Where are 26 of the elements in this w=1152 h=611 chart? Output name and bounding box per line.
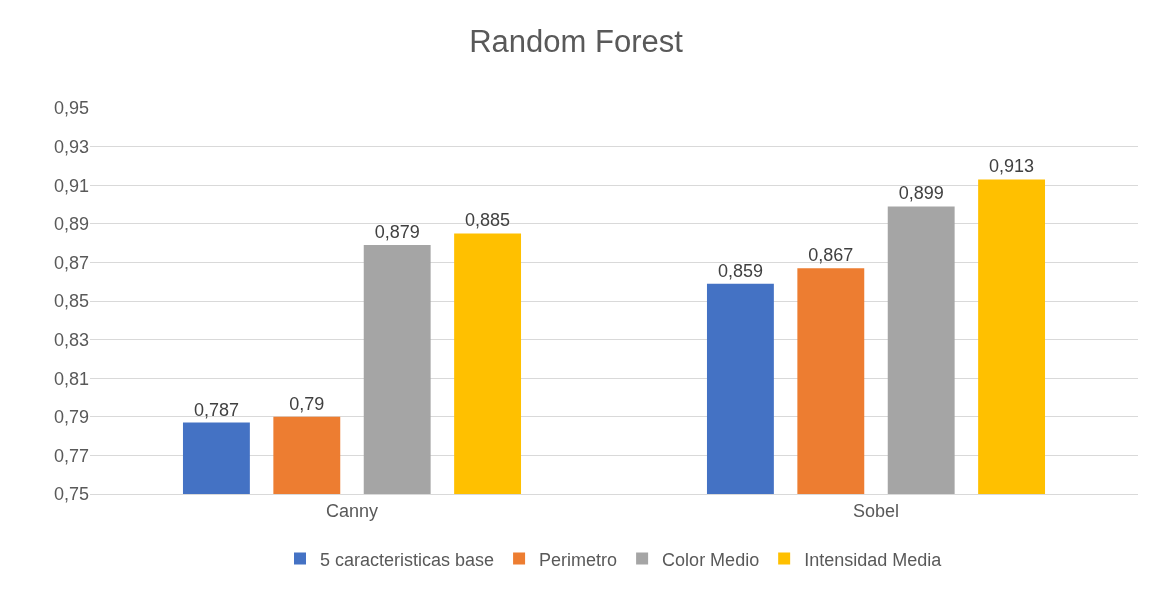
y-tick-label: 0,87 — [53, 252, 89, 273]
y-tick-label: 0,79 — [53, 407, 89, 428]
legend-label: Color Medio — [662, 549, 760, 570]
y-tick-label: 0,75 — [53, 484, 89, 505]
data-label: 0,859 — [717, 260, 763, 281]
legend-label: Intensidad Media — [804, 549, 943, 570]
data-label: 0,879 — [374, 222, 420, 243]
y-tick-label: 0,81 — [53, 368, 89, 389]
data-label: 0,79 — [289, 393, 325, 414]
x-tick-label: Sobel — [852, 500, 900, 521]
data-label: 0,787 — [193, 399, 239, 420]
y-tick-label: 0,91 — [53, 175, 89, 196]
data-label: 0,913 — [989, 156, 1035, 177]
y-tick-label: 0,89 — [53, 214, 89, 235]
legend-label: Perimetro — [539, 549, 618, 570]
y-tick-label: 0,95 — [53, 98, 89, 119]
y-tick-label: 0,83 — [53, 329, 89, 350]
data-label: 0,867 — [808, 245, 854, 266]
chart-title: Random Forest — [469, 24, 684, 60]
y-tick-label: 0,77 — [53, 445, 89, 466]
data-label: 0,885 — [465, 210, 511, 231]
data-label: 0,899 — [898, 183, 944, 204]
y-tick-label: 0,85 — [53, 291, 89, 312]
x-tick-label: Canny — [325, 500, 379, 521]
legend-label: 5 caracteristicas base — [320, 549, 495, 570]
y-tick-label: 0,93 — [53, 136, 89, 157]
